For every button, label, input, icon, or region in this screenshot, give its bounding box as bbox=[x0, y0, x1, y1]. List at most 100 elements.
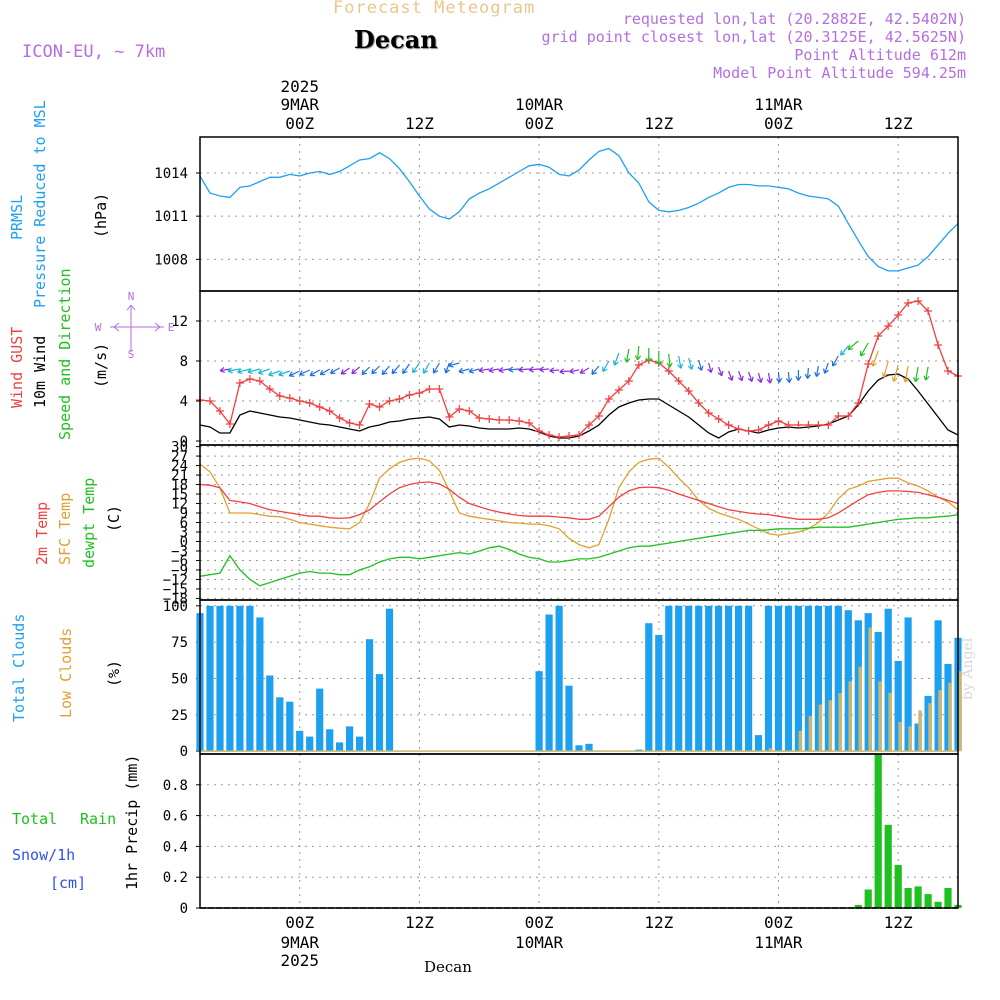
precip-label-rain: Rain bbox=[80, 810, 116, 828]
wind-arrow-51 bbox=[737, 370, 744, 382]
wind-arrow-53 bbox=[757, 372, 764, 384]
panel-frame-0 bbox=[199, 136, 959, 292]
wind-arrow-19 bbox=[412, 362, 420, 374]
low-cloud-bar-67 bbox=[868, 627, 872, 752]
top-tick-label-4: 00Z bbox=[764, 114, 793, 133]
wind-arrow-50 bbox=[727, 370, 734, 381]
bottom-tick-label-4: 00Z bbox=[764, 913, 793, 932]
station-title: Decan bbox=[354, 25, 438, 54]
gust-marker-42 bbox=[614, 386, 623, 394]
total-cloud-bar-61 bbox=[804, 605, 812, 752]
model-altitude: Model Point Altitude 594.25m bbox=[713, 64, 966, 82]
wind-arrow-20 bbox=[422, 362, 430, 374]
total-cloud-bar-10 bbox=[296, 730, 304, 752]
gust-marker-27 bbox=[465, 407, 474, 415]
gust-marker-2 bbox=[215, 407, 224, 415]
temp-ytick-3: −9 bbox=[171, 563, 188, 579]
temp-label-sfc: SFC Temp bbox=[56, 493, 74, 565]
wind-arrow-52 bbox=[747, 371, 754, 383]
low-cloud-bar-65 bbox=[848, 681, 853, 752]
total-cloud-bar-67 bbox=[864, 613, 872, 752]
gust-marker-37 bbox=[565, 432, 574, 440]
wind-arrow-42 bbox=[645, 348, 652, 363]
gust-marker-57 bbox=[764, 421, 773, 429]
pressure-ytick-2: 1014 bbox=[154, 166, 188, 182]
wind-arrow-26 bbox=[478, 367, 490, 374]
grid-point-coords: grid point closest lon,lat (20.3125E, 42… bbox=[541, 28, 966, 46]
gust-marker-34 bbox=[535, 427, 544, 435]
wind-arrow-67 bbox=[891, 364, 899, 382]
low-cloud-bar-61 bbox=[808, 716, 813, 752]
wind-arrow-1 bbox=[227, 367, 241, 374]
gust-marker-72 bbox=[914, 297, 923, 305]
low-cloud-bar-57 bbox=[768, 748, 773, 752]
gust-marker-65 bbox=[844, 412, 853, 420]
wind-arrow-37 bbox=[591, 365, 600, 375]
gust-marker-17 bbox=[365, 400, 374, 408]
temp-ytick-8: 6 bbox=[180, 516, 188, 532]
total-cloud-bar-72 bbox=[914, 723, 922, 752]
gust-marker-40 bbox=[594, 412, 603, 420]
wind-arrow-36 bbox=[579, 367, 590, 374]
wind-arrow-44 bbox=[666, 353, 673, 368]
wind-arrow-4 bbox=[257, 368, 271, 375]
gust-marker-69 bbox=[884, 322, 893, 330]
gust-marker-8 bbox=[275, 392, 284, 400]
bottom-tick-year-0: 2025 bbox=[280, 951, 319, 970]
low-cloud-bar-70 bbox=[898, 722, 902, 752]
temp-label-dewpt: dewpt Temp bbox=[80, 478, 98, 568]
bottom-tick-date-0: 9MAR bbox=[280, 933, 319, 952]
gust-marker-5 bbox=[245, 375, 254, 383]
rain-bar-9 bbox=[944, 888, 952, 908]
gust-marker-67 bbox=[864, 360, 873, 368]
gust-marker-22 bbox=[415, 389, 424, 397]
gust-marker-60 bbox=[794, 421, 803, 429]
wind-arrow-31 bbox=[528, 366, 540, 373]
gust-marker-21 bbox=[405, 391, 414, 399]
total-cloud-bar-35 bbox=[545, 614, 553, 752]
gust-marker-59 bbox=[784, 421, 793, 429]
wind-arrow-49 bbox=[717, 366, 724, 377]
total-cloud-bar-37 bbox=[565, 685, 573, 752]
gust-marker-3 bbox=[225, 420, 234, 428]
total-cloud-bar-54 bbox=[735, 605, 743, 752]
gust-marker-54 bbox=[734, 425, 743, 433]
low-cloud-bar-74 bbox=[938, 690, 942, 752]
dewpt-line bbox=[199, 513, 959, 587]
bottom-tick-date-4: 11MAR bbox=[754, 933, 803, 952]
bottom-tick-label-5: 12Z bbox=[884, 913, 913, 932]
low-cloud-bar-66 bbox=[858, 666, 863, 752]
temp-2m-line bbox=[199, 481, 959, 520]
wind-arrow-61 bbox=[831, 355, 839, 367]
wind-label-10m: 10m Wind bbox=[31, 336, 49, 408]
gust-marker-14 bbox=[335, 414, 344, 422]
top-tick-date-2: 10MAR bbox=[515, 95, 564, 114]
bottom-tick-date-2: 10MAR bbox=[515, 933, 564, 952]
wind-arrow-45 bbox=[677, 355, 684, 369]
total-cloud-bar-16 bbox=[356, 736, 364, 752]
total-cloud-bar-7 bbox=[266, 675, 274, 751]
rain-bar-6 bbox=[914, 886, 922, 908]
rain-bar-8 bbox=[934, 901, 942, 908]
gust-marker-70 bbox=[894, 311, 903, 319]
temp-ytick-16: 30 bbox=[171, 440, 188, 456]
temp-label-unit: (C) bbox=[105, 505, 123, 532]
sfc-temp-line bbox=[199, 457, 959, 549]
rain-bar-2 bbox=[874, 754, 882, 908]
wind-arrow-46 bbox=[687, 357, 694, 370]
wind-arrow-6 bbox=[278, 370, 291, 377]
low-cloud-bar-69 bbox=[888, 693, 892, 752]
wind-arrow-68 bbox=[902, 365, 910, 383]
low-cloud-bar-60 bbox=[798, 730, 803, 752]
compass-rose bbox=[110, 304, 164, 352]
total-cloud-bar-11 bbox=[306, 736, 314, 752]
total-cloud-bar-14 bbox=[336, 742, 344, 752]
total-cloud-bar-1 bbox=[206, 605, 214, 752]
rain-bar-7 bbox=[924, 894, 932, 908]
total-cloud-bar-53 bbox=[725, 605, 733, 752]
total-cloud-bar-2 bbox=[216, 605, 224, 752]
panel-frame-3 bbox=[199, 599, 959, 755]
gust-marker-29 bbox=[485, 415, 494, 423]
pressure-ytick-0: 1008 bbox=[154, 252, 188, 268]
